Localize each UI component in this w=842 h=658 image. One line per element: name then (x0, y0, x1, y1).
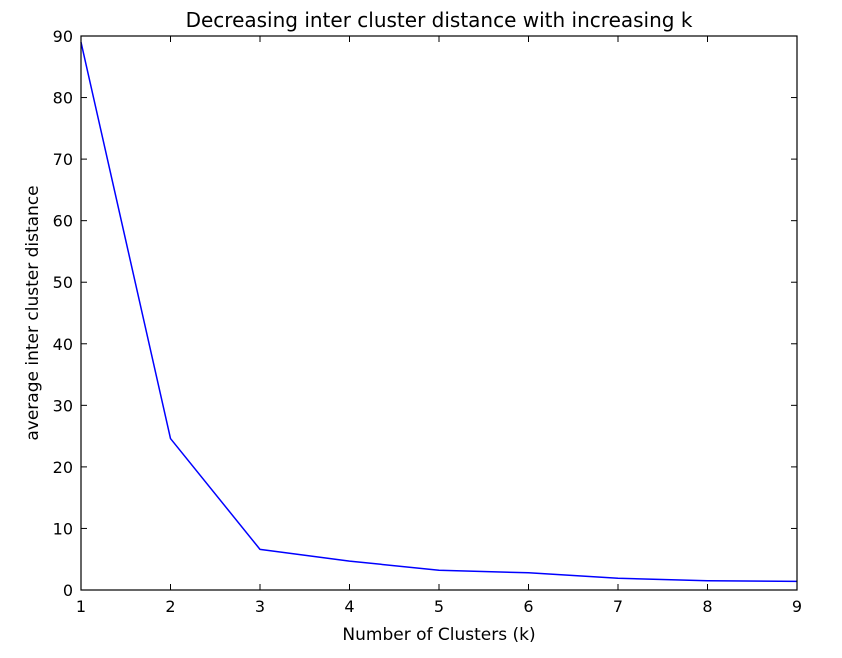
y-tick-label: 20 (53, 458, 73, 477)
y-tick-label: 30 (53, 396, 73, 415)
y-axis-ticks: 0 10 20 30 40 50 60 70 80 90 (53, 27, 797, 600)
x-axis-ticks: 1 2 3 4 5 6 7 8 9 (76, 36, 802, 616)
y-tick-label: 10 (53, 519, 73, 538)
y-tick-label: 90 (53, 27, 73, 46)
y-axis-title: average inter cluster distance (23, 185, 43, 440)
x-tick-label: 6 (523, 597, 533, 616)
y-tick-label: 70 (53, 150, 73, 169)
series-line (80, 41, 798, 583)
y-tick-label: 40 (53, 335, 73, 354)
y-tick-label: 60 (53, 212, 73, 231)
y-tick-label: 80 (53, 89, 73, 108)
y-tick-label: 50 (53, 273, 73, 292)
x-tick-label: 2 (165, 597, 175, 616)
plot-frame (80, 35, 798, 591)
chart-title: Decreasing inter cluster distance with i… (186, 8, 693, 32)
x-tick-label: 4 (344, 597, 354, 616)
x-tick-label: 8 (702, 597, 712, 616)
x-tick-label: 3 (255, 597, 265, 616)
x-tick-label: 7 (613, 597, 623, 616)
y-tick-label: 0 (63, 581, 73, 600)
x-tick-label: 9 (792, 597, 802, 616)
series-layer (80, 41, 798, 583)
x-tick-label: 1 (76, 597, 86, 616)
x-tick-label: 5 (434, 597, 444, 616)
x-axis-title: Number of Clusters (k) (342, 625, 535, 645)
